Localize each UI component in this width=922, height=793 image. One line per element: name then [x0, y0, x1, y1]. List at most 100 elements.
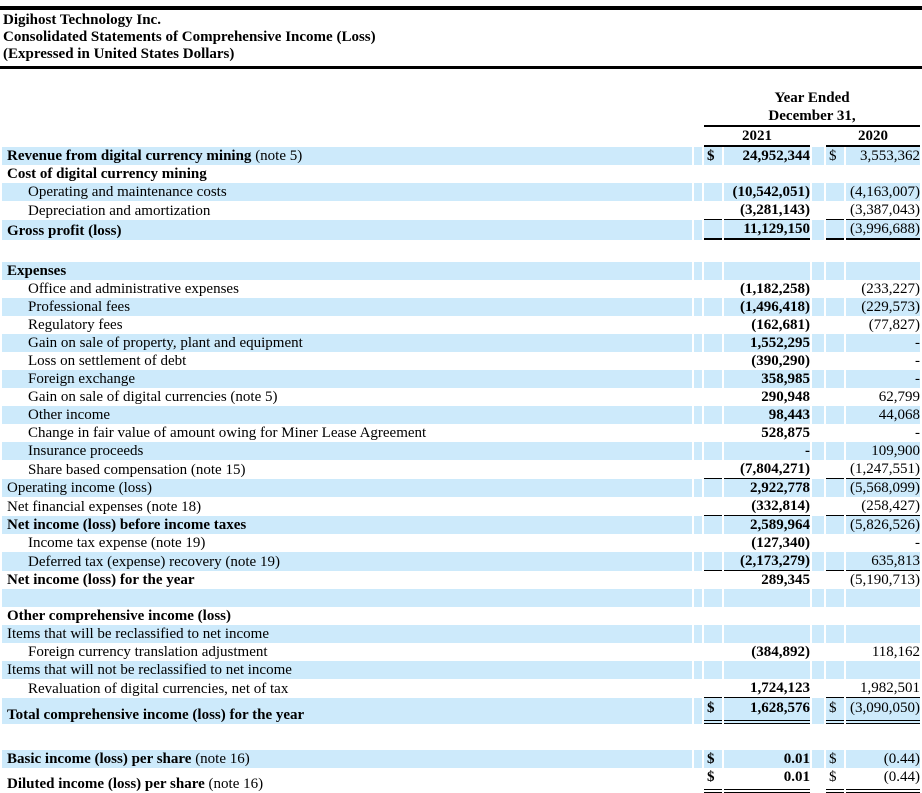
dollar-sign-2021: [704, 724, 722, 750]
column-spacer: [694, 750, 702, 768]
row-label: [2, 589, 692, 607]
value-2020: (0.44): [846, 768, 921, 793]
column-spacer: [812, 388, 824, 406]
value-2020: [846, 607, 920, 625]
column-spacer: [812, 442, 824, 460]
dollar-sign-2021: [704, 571, 722, 589]
column-spacer: [694, 768, 702, 793]
dollar-sign-2021: $: [704, 698, 722, 724]
table-row: Basic income (loss) per share (note 16) $…: [2, 750, 921, 768]
value-2021: 0.01: [724, 768, 810, 793]
value-2020: -: [915, 535, 921, 551]
row-label: Basic income (loss) per share (note 16): [2, 750, 692, 768]
header-spacer: [812, 127, 824, 147]
value-2021: 1,628,576: [724, 698, 810, 724]
dollar-sign-2020: [826, 370, 844, 388]
column-spacer: [812, 406, 824, 424]
row-label: Revaluation of digital currencies, net o…: [28, 681, 289, 697]
column-spacer: [694, 552, 702, 571]
spacer-row: [2, 240, 920, 262]
statement-title-block: Digihost Technology Inc. Consolidated St…: [0, 6, 922, 69]
dollar-sign-2021: [704, 479, 722, 497]
year-header-row: 2021 2020: [2, 127, 921, 147]
table-row: Regulatory fees (162,681) (77,827): [2, 316, 920, 334]
table-row: Net financial expenses (note 18) (332,814…: [2, 497, 921, 516]
table-row: Deferred tax (expense) recovery (note 19…: [2, 552, 921, 571]
column-spacer: [812, 625, 824, 643]
period-header-row: Year Ended: [2, 89, 920, 107]
value-2021: [724, 589, 810, 607]
row-label: Cost of digital currency mining: [7, 166, 207, 182]
column-spacer: [812, 607, 824, 625]
dollar-sign-2020: [826, 479, 844, 497]
header-spacer: [2, 107, 702, 127]
dollar-sign-2020: [826, 571, 844, 589]
value-2021: (390,290): [751, 353, 810, 369]
column-spacer: [812, 661, 824, 679]
table-row: Income tax expense (note 19) (127,340) -: [2, 534, 920, 552]
value-2020: (77,827): [868, 317, 921, 333]
table-row: Net income (loss) before income taxes 2,5…: [2, 516, 921, 534]
value-2021: 1,724,123: [724, 679, 810, 698]
dollar-sign-2021: [704, 534, 722, 552]
table-row: Items that will not be reclassified to n…: [2, 661, 921, 679]
column-spacer: [812, 516, 824, 534]
row-label: Expenses: [2, 262, 692, 280]
dollar-sign-2021: [704, 388, 722, 406]
value-2020: (3,090,050): [846, 698, 921, 724]
row-label: Professional fees: [2, 298, 692, 316]
dollar-sign-2021: [704, 352, 722, 370]
table-row: Share based compensation (note 15) (7,804…: [2, 460, 921, 479]
row-label: Share based compensation (note 15): [28, 462, 246, 478]
table-row: Net income (loss) for the year 289,345 (5,…: [2, 571, 920, 589]
dollar-sign-2021: [704, 460, 722, 479]
value-2020: (1,247,551): [846, 460, 921, 479]
note-reference: (note 16): [191, 751, 250, 767]
column-spacer: [812, 370, 824, 388]
value-2020: (229,573): [846, 298, 921, 316]
table-row: Items that will be reclassified to net i…: [2, 625, 921, 643]
column-spacer: [694, 643, 702, 661]
dollar-sign-2020: [826, 183, 844, 201]
value-2021: 358,985: [724, 370, 810, 388]
column-spacer: [812, 316, 824, 334]
column-spacer: [694, 661, 702, 679]
value-2021: (332,814): [724, 497, 810, 516]
dollar-sign-2021: [704, 240, 722, 262]
row-label: Other comprehensive income (loss): [7, 608, 231, 624]
column-spacer: [694, 679, 702, 698]
note-reference: (note 16): [204, 776, 264, 792]
row-label: Gain on sale of digital currencies (note…: [28, 389, 278, 405]
table-row: Gain on sale of digital currencies (note…: [2, 388, 920, 406]
row-label: Foreign currency translation adjustment: [28, 644, 268, 660]
row-label: Net financial expenses (note 18): [7, 499, 202, 515]
value-2021: 2,922,778: [724, 479, 810, 497]
column-spacer: [694, 406, 702, 424]
value-2020: -: [915, 425, 921, 441]
column-spacer: [694, 298, 702, 316]
row-label: Loss on settlement of debt: [28, 353, 187, 369]
value-2021: (162,681): [751, 317, 810, 333]
dollar-sign-2020: [826, 388, 844, 406]
column-spacer: [812, 643, 824, 661]
income-statement-table: Year Ended December 31, 2021 2020 Revenu…: [0, 89, 922, 793]
value-2021: [724, 625, 810, 643]
dollar-sign-2020: [826, 165, 844, 183]
column-spacer: [812, 424, 824, 442]
column-spacer: [694, 183, 702, 201]
column-spacer: [694, 280, 702, 298]
value-2021: 98,443: [724, 406, 810, 424]
value-2020: [846, 625, 921, 643]
column-spacer: [812, 147, 824, 165]
value-2020: 1,982,501: [846, 679, 921, 698]
column-spacer: [812, 534, 824, 552]
row-label: Net income (loss) before income taxes: [2, 516, 692, 534]
row-label: [2, 240, 692, 262]
value-2020: (258,427): [846, 497, 921, 516]
dollar-sign-2020: [826, 534, 844, 552]
row-label: Change in fair value of amount owing for…: [28, 425, 427, 441]
table-row: Foreign currency translation adjustment (…: [2, 643, 920, 661]
value-2020: 635,813: [846, 552, 921, 571]
value-2020: 44,068: [846, 406, 921, 424]
dollar-sign-2021: [704, 262, 722, 280]
